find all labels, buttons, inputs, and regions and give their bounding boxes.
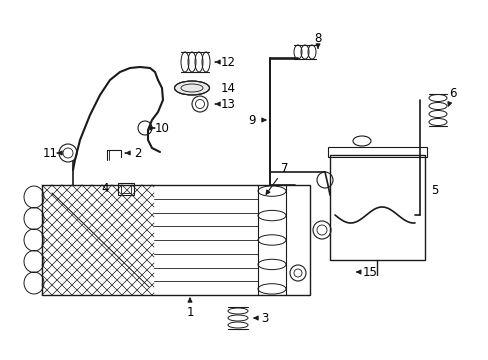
Text: 12: 12 [220,55,235,68]
Text: 13: 13 [220,98,235,111]
Text: 14: 14 [220,81,235,95]
Text: 4: 4 [101,181,108,194]
Bar [329,155,424,260]
Ellipse shape [174,81,209,95]
Bar [121,185,131,193]
Bar [118,183,134,195]
Text: 2: 2 [134,147,142,159]
Text: 11: 11 [42,147,58,159]
Text: 6: 6 [448,86,456,99]
Text: 15: 15 [362,266,377,279]
Text: 3: 3 [261,311,268,324]
Text: 8: 8 [314,32,321,45]
Text: 7: 7 [281,162,288,175]
Bar [327,147,426,157]
Text: 10: 10 [154,122,169,135]
Text: 5: 5 [430,184,438,197]
Text: 1: 1 [186,306,193,319]
Bar [42,185,309,295]
Text: 9: 9 [248,113,255,126]
